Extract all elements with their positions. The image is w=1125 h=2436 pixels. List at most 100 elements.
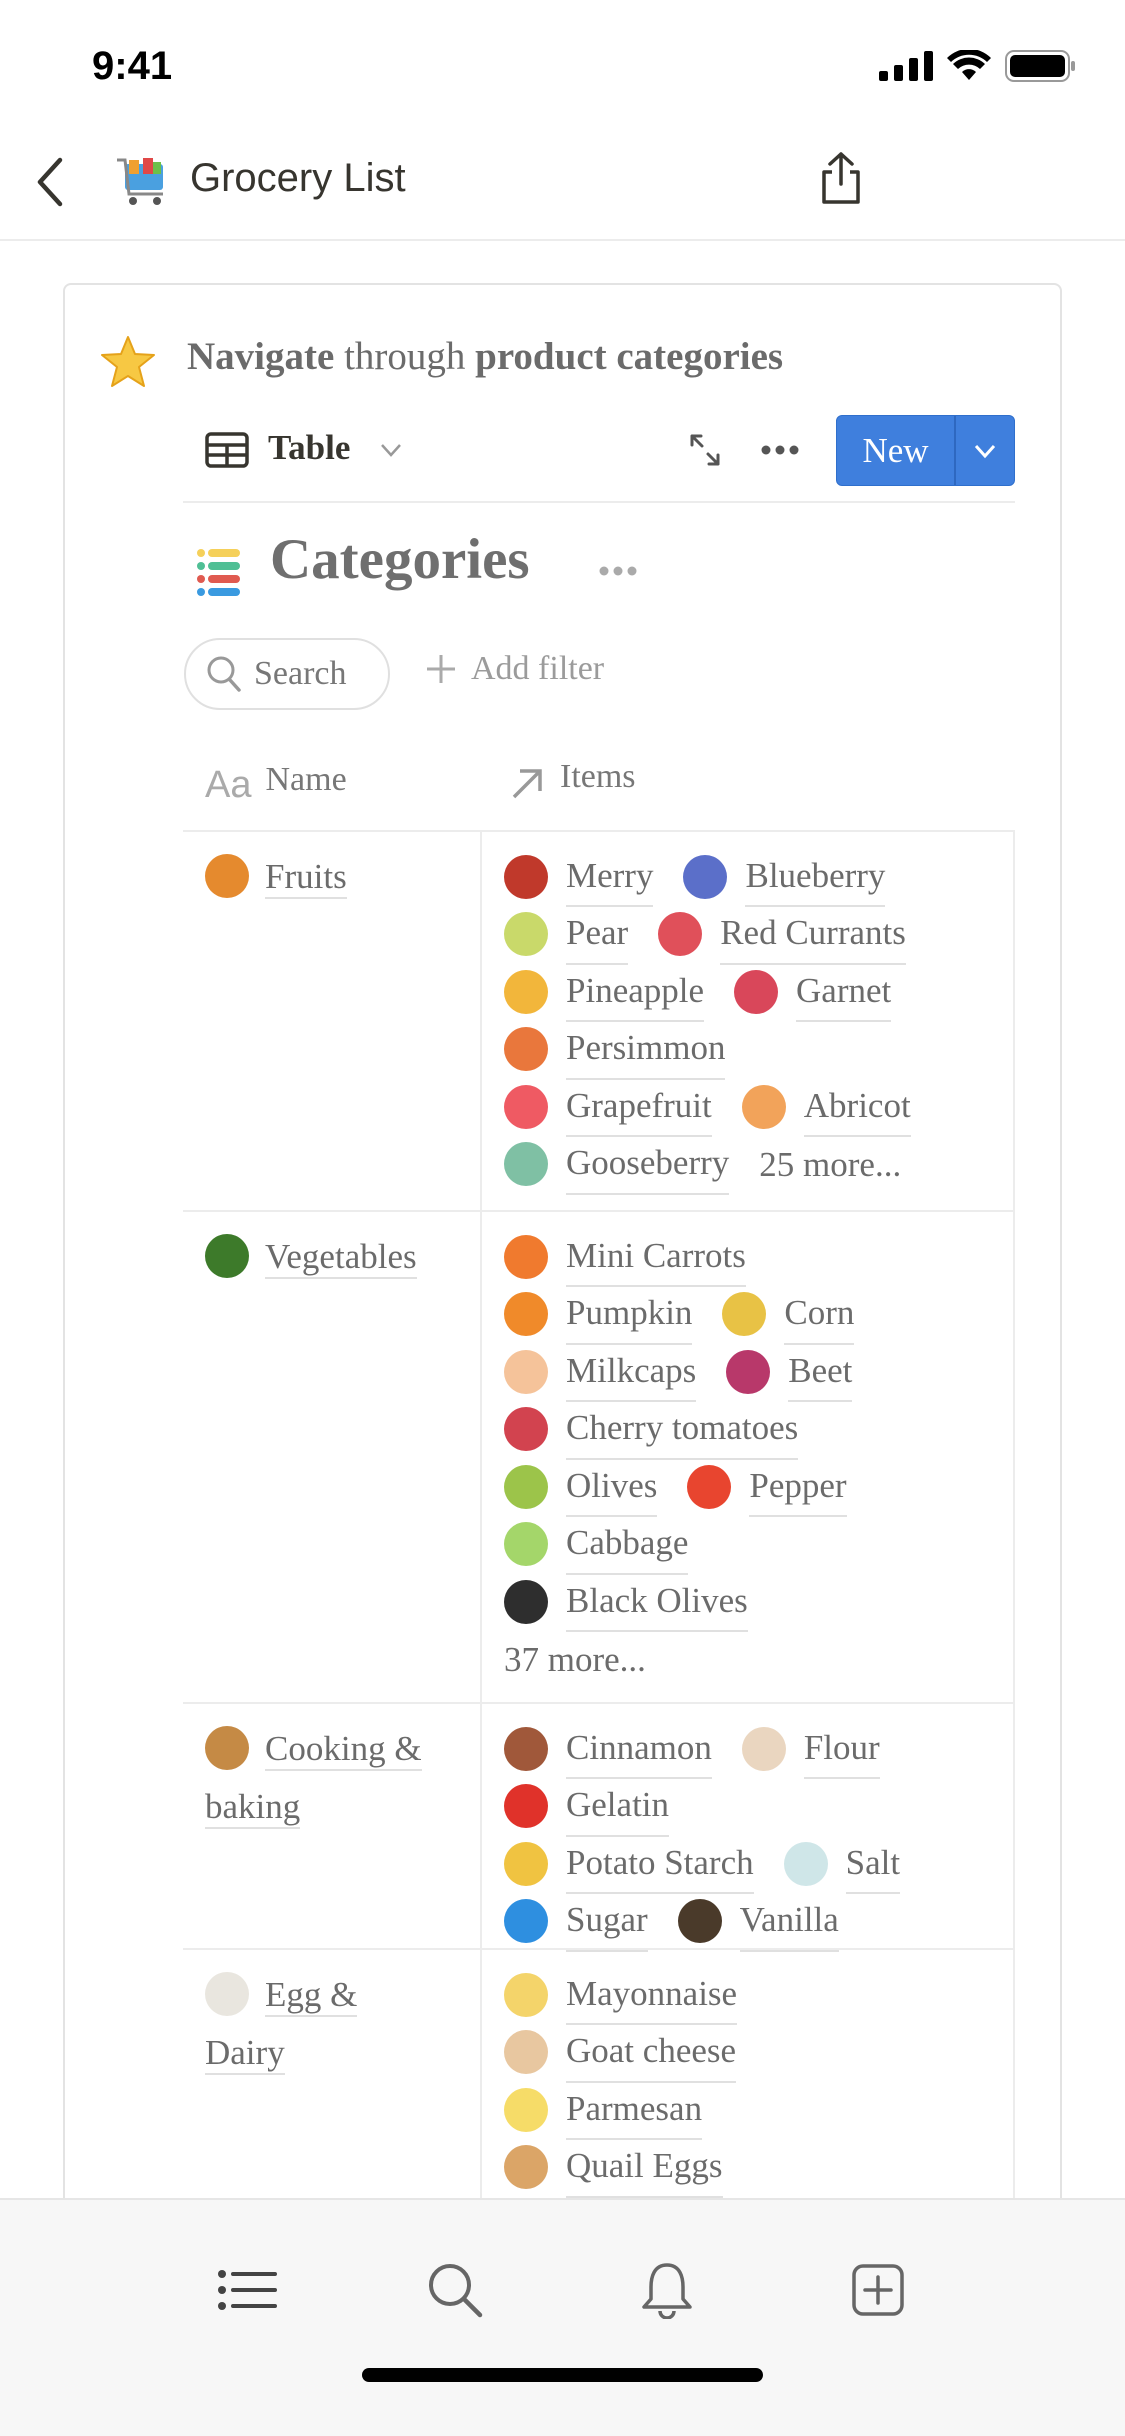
new-button[interactable]: New	[836, 415, 1015, 486]
battery-icon	[1005, 50, 1075, 82]
item-link[interactable]: Pepper	[687, 1457, 847, 1517]
items-line: Pear Red Currants	[504, 904, 1013, 965]
item-icon	[504, 2087, 548, 2132]
item-link[interactable]: Black Olives	[504, 1572, 748, 1632]
view-selector[interactable]: Table	[268, 428, 351, 467]
back-icon[interactable]	[34, 156, 66, 208]
add-filter-button[interactable]: Add filter	[425, 650, 604, 688]
item-label: Cabbage	[566, 1514, 689, 1575]
column-header-items[interactable]: Items	[510, 758, 636, 799]
category-name[interactable]: baking	[205, 1786, 301, 1829]
item-link[interactable]: Parmesan	[504, 2080, 703, 2140]
item-link[interactable]: Blueberry	[683, 847, 886, 907]
shopping-cart-icon	[117, 158, 163, 205]
item-label: Quail Eggs	[566, 2137, 723, 2198]
tab-notifications[interactable]	[635, 2258, 699, 2322]
item-link[interactable]: Olives	[504, 1457, 658, 1517]
item-link[interactable]: Sugar	[504, 1891, 648, 1952]
tab-search[interactable]	[423, 2258, 487, 2322]
table-row[interactable]: Cooking & baking Cinnamon Flour Gelatin Potat…	[183, 1704, 1015, 1952]
item-link[interactable]: Quail Eggs	[504, 2137, 723, 2198]
item-link[interactable]: Gelatin	[504, 1776, 670, 1837]
item-label: Parmesan	[566, 2080, 703, 2140]
item-label: Blueberry	[745, 847, 886, 907]
item-link[interactable]: Salt	[783, 1834, 901, 1894]
item-link[interactable]: Garnet	[734, 962, 892, 1022]
item-link[interactable]: Persimmon	[504, 1019, 726, 1080]
item-link[interactable]: Goat cheese	[504, 2022, 737, 2083]
expand-icon[interactable]	[688, 432, 722, 468]
category-name[interactable]: Dairy	[205, 2032, 285, 2075]
item-label: Vanilla	[739, 1891, 839, 1952]
item-icon	[504, 1142, 548, 1187]
item-link[interactable]: Cabbage	[504, 1514, 689, 1575]
item-icon	[658, 912, 703, 957]
item-link[interactable]: Merry	[504, 847, 654, 907]
table-icon[interactable]	[205, 432, 249, 468]
items-line: Goat cheese	[504, 2022, 1013, 2083]
tab-home-list[interactable]	[215, 2258, 279, 2322]
name-cell[interactable]: Vegetables	[183, 1212, 482, 1702]
more-items-link[interactable]: 25 more...	[759, 1136, 901, 1194]
item-link[interactable]: Mayonnaise	[504, 1965, 738, 2025]
item-link[interactable]: Pumpkin	[504, 1284, 693, 1345]
item-link[interactable]: Gooseberry	[504, 1134, 730, 1195]
bottom-tab-bar	[0, 2198, 1125, 2436]
item-label: Gooseberry	[566, 1134, 730, 1195]
item-link[interactable]: Pineapple	[504, 962, 705, 1022]
more-items-link[interactable]: 37 more...	[504, 1631, 646, 1689]
callout-bold-2: product categories	[475, 335, 784, 378]
relation-arrow-icon	[512, 769, 542, 799]
new-dropdown-button[interactable]	[954, 416, 1014, 485]
item-link[interactable]: Mini Carrots	[504, 1227, 746, 1287]
item-link[interactable]: Grapefruit	[504, 1077, 712, 1137]
item-label: Olives	[566, 1457, 658, 1517]
table-row[interactable]: Egg & Dairy Mayonnaise Goat cheese Parmesan Q…	[183, 1950, 1015, 2250]
category-name[interactable]: Fruits	[265, 857, 347, 899]
search-button[interactable]: Search	[184, 638, 390, 710]
item-label: Milkcaps	[566, 1342, 697, 1402]
item-label: 25 more...	[759, 1144, 902, 1184]
item-link[interactable]: Pear	[504, 904, 629, 965]
share-icon[interactable]	[818, 150, 864, 206]
item-link[interactable]: Beet	[726, 1342, 853, 1402]
wifi-icon	[947, 50, 991, 80]
item-label: Grapefruit	[566, 1077, 712, 1137]
category-name[interactable]: Vegetables	[265, 1237, 417, 1279]
item-label: Red Currants	[720, 904, 906, 965]
item-link[interactable]: Cherry tomatoes	[504, 1399, 799, 1460]
database-more-icon[interactable]	[598, 565, 638, 577]
table-row[interactable]: Fruits Merry Blueberry Pear Red Currants Pine…	[183, 832, 1015, 1212]
category-name[interactable]: Egg &	[265, 1975, 358, 2017]
star-icon	[101, 336, 155, 387]
item-icon	[734, 969, 779, 1014]
item-label: Merry	[566, 847, 654, 907]
items-cell: Merry Blueberry Pear Red Currants Pineapple G…	[482, 832, 1015, 1210]
item-link[interactable]: Red Currants	[658, 904, 906, 965]
name-cell[interactable]: Fruits	[183, 832, 482, 1210]
item-link[interactable]: Flour	[741, 1719, 880, 1779]
item-link[interactable]: Corn	[722, 1284, 855, 1345]
items-cell: Mini Carrots Pumpkin Corn Milkcaps Beet Cherr…	[482, 1212, 1015, 1702]
tab-new-page[interactable]	[846, 2258, 910, 2322]
chevron-down-icon[interactable]	[380, 442, 402, 458]
category-name[interactable]: Cooking &	[265, 1729, 422, 1771]
more-icon[interactable]	[760, 444, 800, 456]
item-label: Black Olives	[566, 1572, 748, 1632]
items-line: Black Olives	[504, 1572, 1013, 1632]
home-indicator	[362, 2368, 763, 2382]
item-link[interactable]: Potato Starch	[504, 1834, 754, 1894]
name-cell[interactable]: Egg & Dairy	[183, 1950, 482, 2248]
table-row[interactable]: Vegetables Mini Carrots Pumpkin Corn Milkcap…	[183, 1212, 1015, 1704]
name-cell[interactable]: Cooking & baking	[183, 1704, 482, 1948]
item-icon	[504, 1349, 548, 1394]
item-link[interactable]: Cinnamon	[504, 1719, 712, 1779]
item-label: Goat cheese	[566, 2022, 737, 2083]
item-label: Mayonnaise	[566, 1965, 738, 2025]
column-header-name[interactable]: Aa Name	[205, 758, 347, 807]
item-link[interactable]: Vanilla	[677, 1891, 839, 1952]
new-button-label[interactable]: New	[862, 430, 929, 470]
item-link[interactable]: Milkcaps	[504, 1342, 697, 1402]
item-link[interactable]: Abricot	[741, 1077, 911, 1137]
list-icon	[218, 2270, 277, 2310]
